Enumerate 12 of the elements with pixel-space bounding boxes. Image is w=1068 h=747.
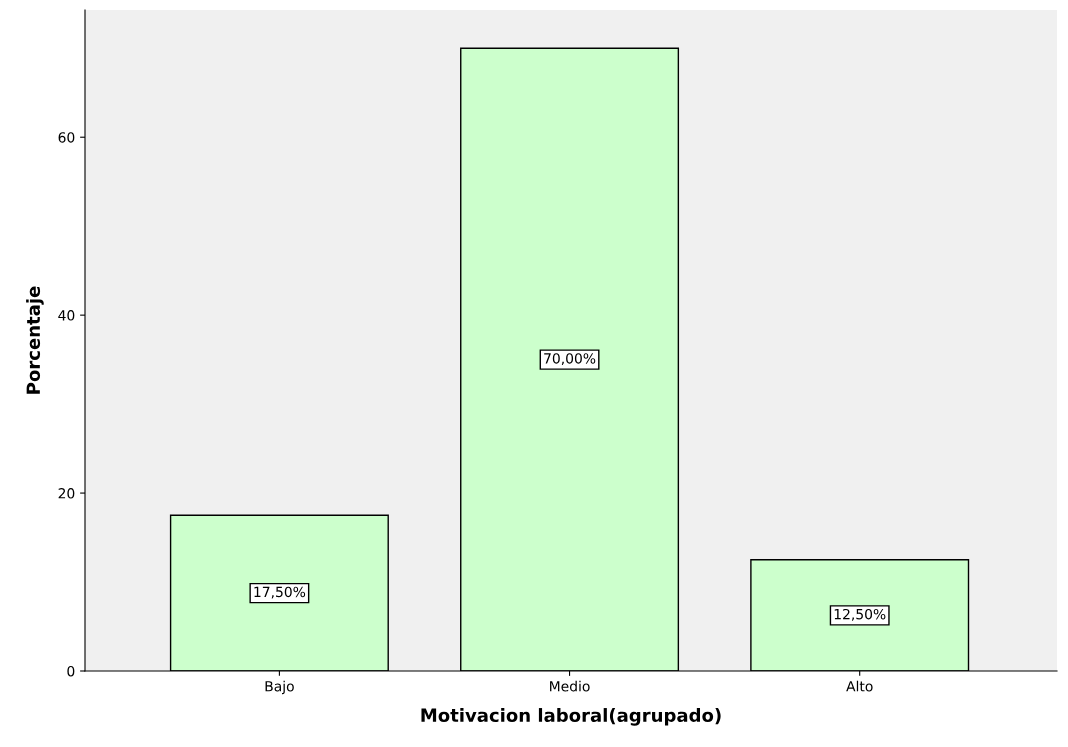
data-label: 12,50% bbox=[834, 608, 886, 621]
y-tick-label: 0 bbox=[67, 665, 75, 677]
x-axis-title: Motivacion laboral(agrupado) bbox=[421, 708, 721, 726]
y-tick-label: 40 bbox=[58, 310, 75, 321]
x-tick-label: Medio bbox=[550, 680, 590, 692]
y-tick-label: 60 bbox=[58, 132, 75, 143]
x-tick-label: Bajo bbox=[265, 680, 294, 695]
data-label: 70,00% bbox=[544, 353, 596, 366]
x-tick-label: Alto bbox=[846, 680, 873, 692]
data-label: 17,50% bbox=[254, 586, 306, 599]
y-tick-label: 20 bbox=[58, 488, 75, 499]
y-axis-title: Porcentaje bbox=[26, 286, 44, 394]
